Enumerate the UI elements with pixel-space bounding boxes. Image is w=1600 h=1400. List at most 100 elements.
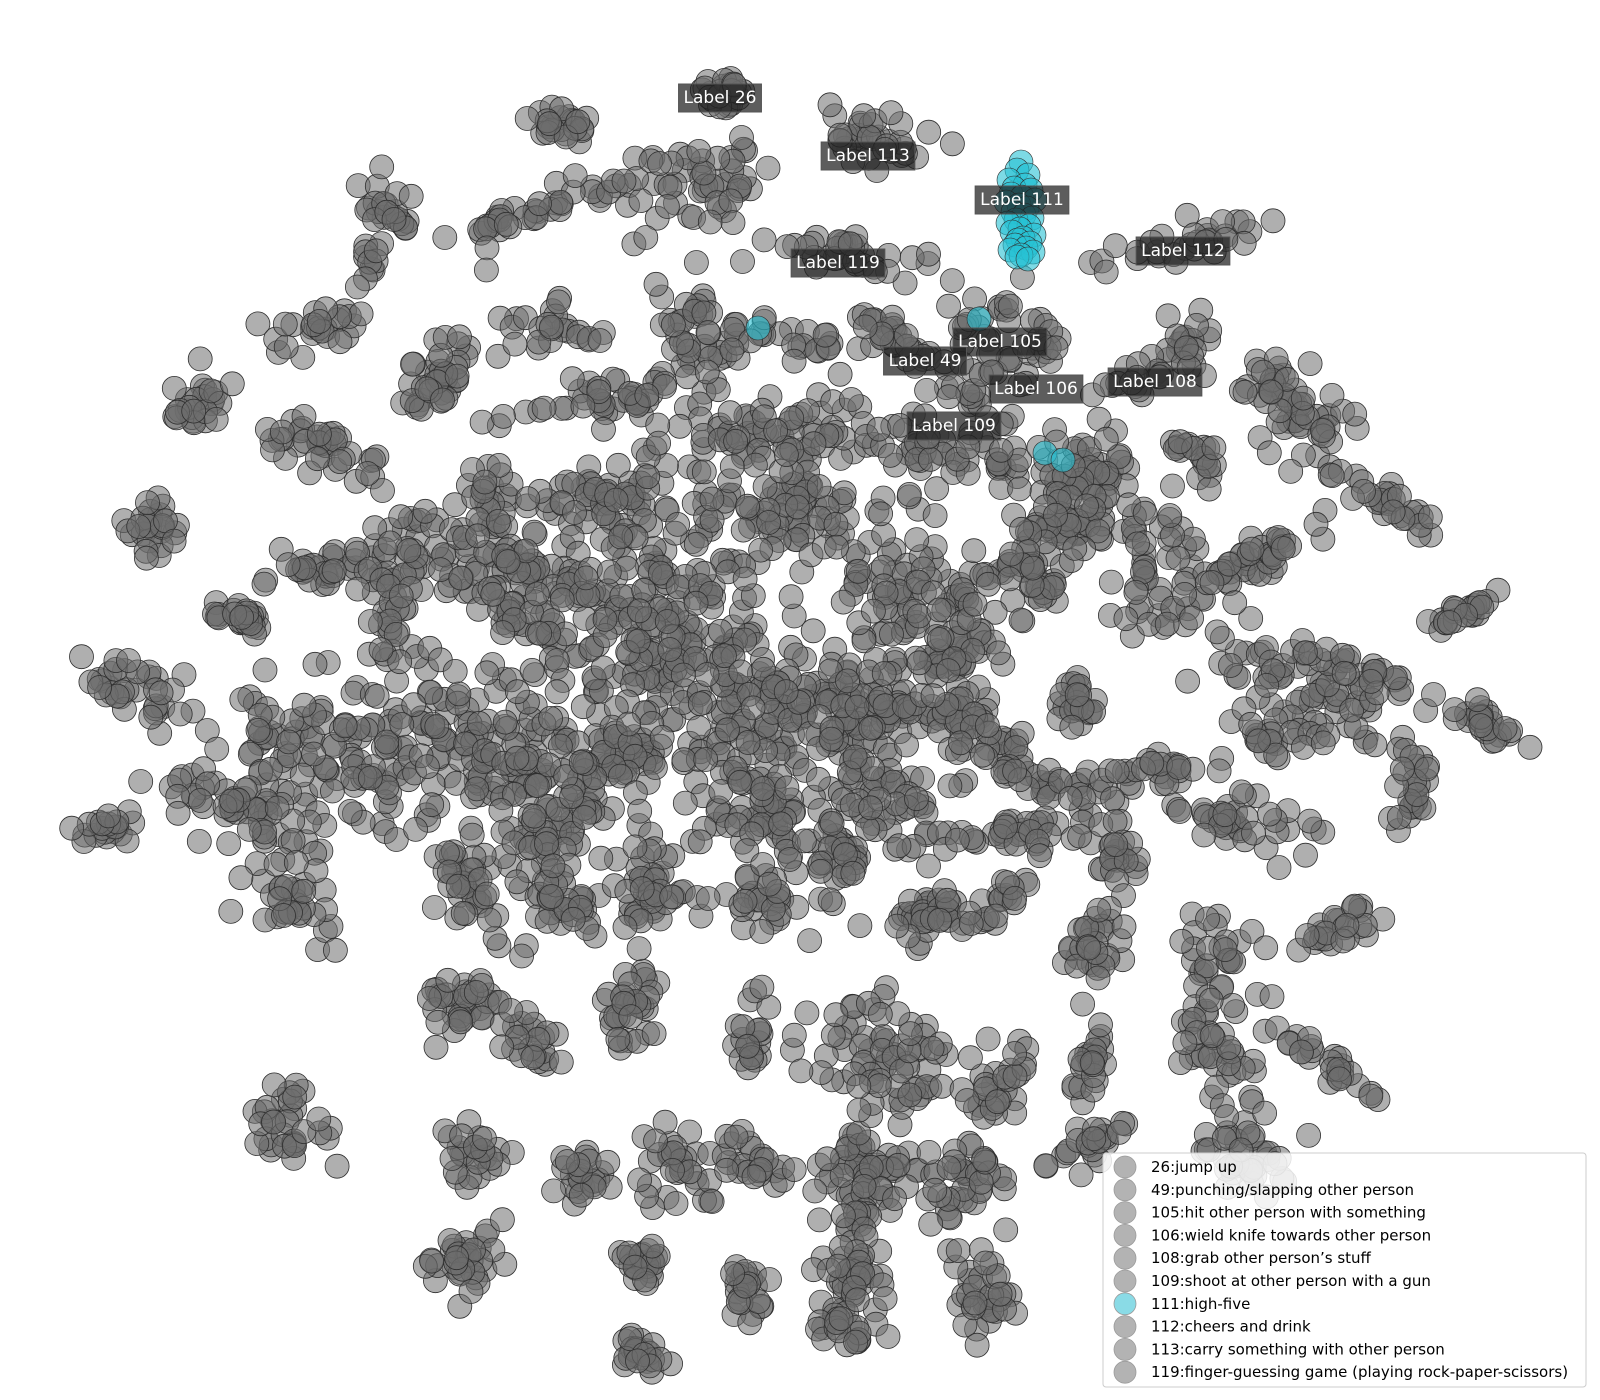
cluster-label-text: Label 105 (958, 332, 1042, 352)
scatter-point-other (1278, 458, 1304, 484)
scatter-point-other (587, 328, 613, 353)
scatter-point-other (699, 486, 725, 512)
scatter-point-other (419, 792, 445, 818)
scatter-point-other (435, 967, 461, 993)
scatter-point-other (626, 628, 651, 654)
cluster-label-text: Label 108 (1113, 372, 1197, 392)
scatter-point-other (489, 1207, 515, 1233)
cluster-label-text: Label 109 (912, 416, 996, 436)
scatter-point-other (807, 1207, 832, 1233)
scatter-point-highlight (1050, 447, 1076, 473)
scatter-point-other (138, 704, 164, 730)
scatter-point-other (592, 607, 618, 632)
scatter-point-other (962, 286, 987, 312)
scatter-point-other (283, 850, 309, 875)
scatter-point-other (302, 651, 328, 677)
scatter-point-other (568, 749, 594, 775)
scatter-point-other (916, 241, 941, 267)
scatter-point-other (301, 741, 327, 767)
scatter-point-other (1064, 953, 1090, 979)
scatter-point-other (1239, 536, 1265, 562)
scatter-point-other (1303, 511, 1329, 537)
cluster-label: Label 109 (906, 411, 1002, 441)
scatter-point-other (1293, 842, 1318, 868)
scatter-point-other (916, 853, 941, 879)
scatter-point-other (843, 1329, 868, 1355)
scatter-point-other (387, 649, 413, 675)
scatter-point-other (476, 907, 502, 933)
scatter-point-other (627, 598, 652, 624)
scatter-point-other (439, 1146, 465, 1171)
scatter-point-other (398, 183, 424, 209)
scatter-point-other (691, 459, 717, 485)
scatter-point-other (595, 1149, 621, 1175)
scatter-point-other (634, 382, 660, 408)
scatter-point-other (469, 409, 495, 435)
scatter-point-other (806, 474, 832, 499)
scatter-point-other (988, 437, 1014, 463)
scatter-point-other (291, 878, 317, 904)
scatter-point-other (714, 1157, 739, 1183)
scatter-point-other (161, 528, 187, 554)
scatter-point-other (1212, 802, 1238, 828)
scatter-point-other (261, 1109, 287, 1135)
scatter-point-other (548, 189, 574, 215)
scatter-point-other (126, 514, 152, 539)
scatter-point-other (1059, 714, 1085, 740)
scatter-point-other (1062, 536, 1088, 561)
scatter-point-other (357, 609, 383, 634)
scatter-point-other (1198, 987, 1224, 1013)
scatter-point-other (560, 906, 586, 932)
legend-entry-label: 49:punching/slapping other person (1151, 1181, 1414, 1199)
scatter-point-other (774, 442, 799, 468)
scatter-point-highlight (966, 306, 992, 332)
scatter-point-other (559, 784, 584, 809)
scatter-point-other (539, 314, 564, 340)
scatter-point-other (355, 461, 381, 486)
scatter-point-other (306, 421, 332, 447)
scatter-point-other (463, 980, 489, 1005)
scatter-point-other (538, 706, 563, 731)
scatter-point-other (918, 446, 943, 472)
scatter-point-other (1258, 379, 1284, 405)
scatter-point-other (319, 778, 345, 804)
scatter-point-other (622, 1254, 648, 1280)
scatter-point-other (218, 899, 244, 924)
scatter-point-other (1289, 1039, 1314, 1065)
scatter-point-other (817, 887, 843, 913)
scatter-point-other (842, 744, 868, 770)
scatter-point-other (368, 637, 394, 662)
scatter-point-other (827, 361, 853, 387)
scatter-point-other (539, 884, 564, 909)
scatter-point-other (204, 736, 230, 762)
scatter-point-other (831, 480, 857, 506)
scatter-point-other (276, 729, 302, 755)
scatter-point-other (781, 1022, 807, 1048)
legend-marker (1113, 1246, 1137, 1270)
scatter-point-other (291, 692, 317, 718)
scatter-point-other (1169, 928, 1195, 954)
scatter-point-other (282, 1084, 308, 1110)
scatter-point-other (1002, 1063, 1028, 1089)
scatter-point-other (774, 775, 800, 801)
scatter-point-other (1246, 728, 1271, 754)
scatter-point-other (514, 106, 540, 131)
scatter-point-other (383, 827, 409, 852)
scatter-point-other (116, 648, 141, 673)
scatter-point-other (273, 334, 299, 360)
scatter-point-other (1174, 335, 1199, 361)
scatter-point-other (1195, 906, 1220, 932)
scatter-point-other (1331, 660, 1357, 686)
scatter-point-other (1204, 619, 1230, 645)
scatter-point-other (732, 566, 758, 592)
scatter-point-other (973, 1250, 998, 1276)
scatter-point-other (875, 1324, 901, 1349)
scatter-point-other (1339, 697, 1364, 723)
legend-marker (1113, 1269, 1137, 1293)
scatter-point-other (549, 587, 575, 613)
scatter-point-other (755, 155, 781, 181)
scatter-point-other (541, 1178, 566, 1204)
scatter-point-other (699, 1189, 725, 1214)
scatter-point-other (448, 1009, 474, 1035)
scatter-point-other (381, 207, 407, 232)
